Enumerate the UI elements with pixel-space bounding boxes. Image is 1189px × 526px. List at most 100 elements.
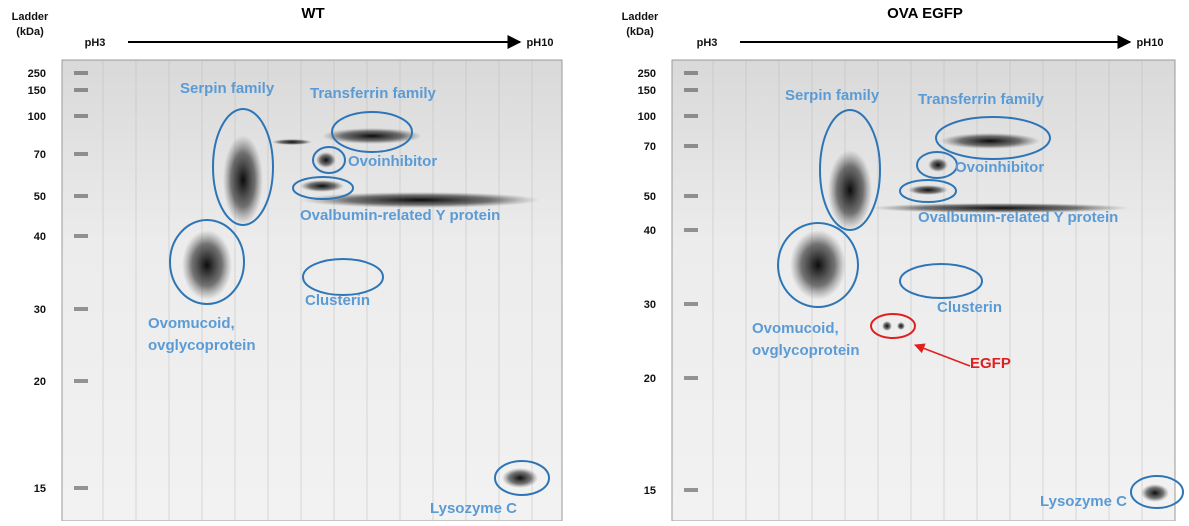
panel: OVA EGFP Ladder (kDa) pH3 pH10 250 150 100 70 50 4… [622,5,1183,521]
ladder-value: 40 [644,225,656,237]
protein-spot [502,468,538,488]
protein-spot [223,135,263,225]
ladder-band [74,88,88,92]
ladder-value: 100 [28,111,46,123]
ladder-value: 150 [28,85,46,97]
annotation-label: Lysozyme C [1040,493,1127,510]
streak [1075,60,1077,521]
ladder-band [684,488,698,492]
protein-spot [316,152,336,168]
ph-label: pH10 [527,37,554,49]
ladder-band [74,307,88,311]
streak [498,60,500,521]
annotation-label: Clusterin [937,299,1002,316]
ladder-label: Ladder [622,11,659,23]
ladder-value: 15 [644,485,656,497]
ladder-value: 70 [34,149,46,161]
protein-spot [828,150,872,230]
ladder-band [684,376,698,380]
ladder-value: 100 [638,111,656,123]
streak [745,60,747,521]
gel-image [672,60,1175,521]
streak [712,60,714,521]
protein-spot [182,230,232,300]
ladder-label: (kDa) [626,26,654,38]
streak [1108,60,1110,521]
streak [943,60,945,521]
ph-label: pH10 [1137,37,1164,49]
streak [300,60,302,521]
annotation-label: Transferrin family [918,91,1045,108]
streak [877,60,879,521]
annotation-label: Serpin family [785,87,880,104]
streak [432,60,434,521]
annotation-label: Lysozyme C [430,500,517,517]
annotation-label: ovglycoprotein [752,342,860,359]
protein-spot [928,158,948,172]
ladder-band [74,486,88,490]
ladder-band [684,144,698,148]
annotation-label: Clusterin [305,292,370,309]
annotation-label: Ovalbumin-related Y protein [918,209,1118,226]
protein-spot [882,321,892,331]
protein-spot [300,192,540,208]
streak [910,60,912,521]
streak [267,60,269,521]
ladder-band [684,71,698,75]
protein-spot [1141,484,1169,502]
ladder-band [74,379,88,383]
ladder-label: Ladder [12,11,49,23]
ladder-value: 150 [638,85,656,97]
ph-label: pH3 [85,37,106,49]
ladder-value: 15 [34,483,46,495]
annotation-label: Ovoinhibitor [348,153,437,170]
streak [844,60,846,521]
ladder-value: 30 [34,304,46,316]
figure: WT Ladder (kDa) pH3 pH10 250 150 100 70 50 40 30 20 1… [0,0,1189,521]
protein-spot [940,133,1040,149]
ladder-label: (kDa) [16,26,44,38]
panel-title: WT [301,5,324,22]
protein-spot [908,185,948,195]
streak [168,60,170,521]
panel: WT Ladder (kDa) pH3 pH10 250 150 100 70 50 40 30 20 1… [12,5,562,521]
streak [778,60,780,521]
ladder-value: 50 [644,191,656,203]
ladder-band [684,114,698,118]
ladder-band [684,302,698,306]
ladder-value: 70 [644,141,656,153]
ladder-band [684,194,698,198]
ladder-band [74,194,88,198]
ladder-value: 50 [34,191,46,203]
ladder-value: 20 [644,373,656,385]
annotation-label: ovglycoprotein [148,337,256,354]
streak [135,60,137,521]
annotation-label: Transferrin family [310,85,437,102]
ladder-band [74,71,88,75]
ladder-value: 20 [34,376,46,388]
protein-spot [272,139,312,145]
annotation-label: Serpin family [180,80,275,97]
annotation-label: EGFP [970,355,1011,372]
ladder-value: 30 [644,299,656,311]
streak [102,60,104,521]
annotation-label: Ovalbumin-related Y protein [300,207,500,224]
annotation-label: Ovomucoid, [752,320,839,337]
ladder-band [684,88,698,92]
ladder-value: 250 [28,68,46,80]
protein-spot [790,230,846,300]
ladder-value: 40 [34,231,46,243]
ladder-value: 250 [638,68,656,80]
streak [1009,60,1011,521]
streak [465,60,467,521]
ladder-band [684,228,698,232]
ladder-band [74,152,88,156]
panel-title: OVA EGFP [887,5,963,22]
streak [531,60,533,521]
annotation-label: Ovomucoid, [148,315,235,332]
annotation-label: Ovoinhibitor [955,159,1044,176]
protein-spot [897,322,905,330]
protein-spot [300,180,344,192]
ladder-band [74,114,88,118]
ph-label: pH3 [697,37,718,49]
